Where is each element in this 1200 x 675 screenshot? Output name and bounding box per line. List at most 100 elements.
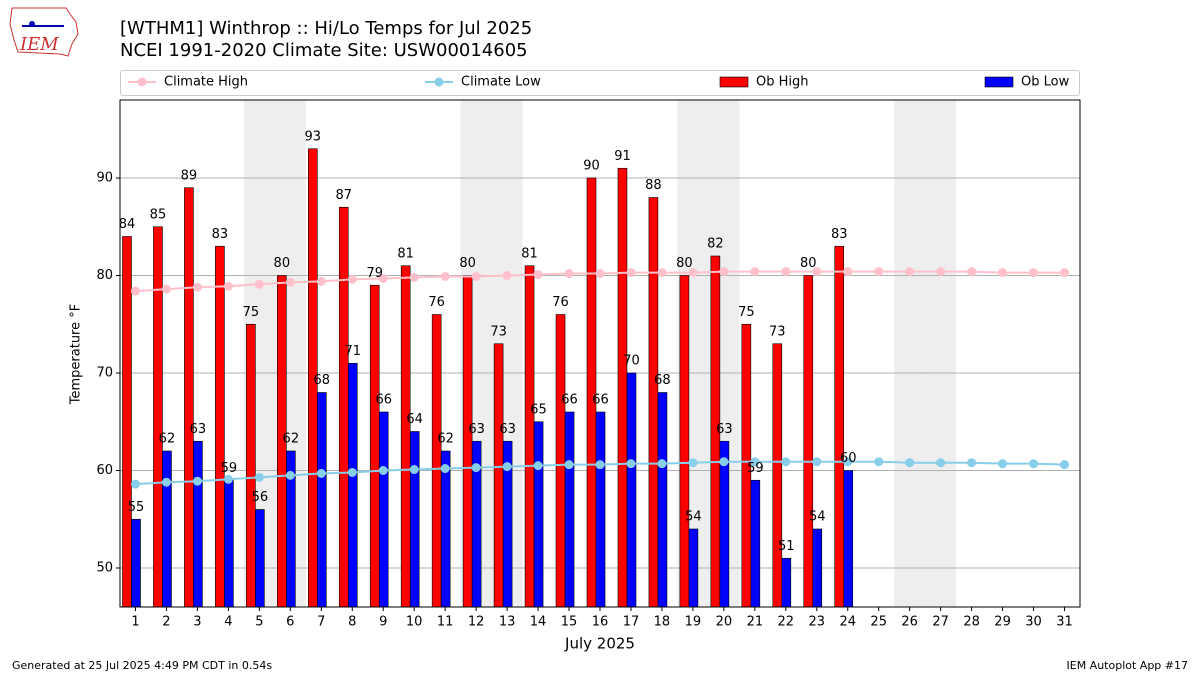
logo-text: IEM <box>19 34 59 55</box>
data-label: 63 <box>499 422 516 437</box>
y-tick-label: 50 <box>96 561 113 576</box>
data-label: 62 <box>437 432 454 447</box>
point <box>285 277 295 287</box>
bar <box>224 479 234 608</box>
point <box>316 276 326 286</box>
point <box>998 268 1008 278</box>
point <box>192 476 202 486</box>
data-label: 51 <box>778 539 795 554</box>
point <box>626 268 636 278</box>
x-tick-label: 18 <box>654 615 671 630</box>
bar <box>812 528 823 608</box>
data-label: 54 <box>685 510 702 525</box>
bar <box>246 323 256 608</box>
data-label: 63 <box>190 422 207 437</box>
data-label: 88 <box>645 178 662 193</box>
point <box>502 271 512 280</box>
point <box>874 457 884 467</box>
legend <box>120 70 1080 96</box>
data-label: 81 <box>521 246 538 261</box>
x-tick-label: 24 <box>839 615 856 630</box>
bar <box>657 392 668 608</box>
point <box>750 267 760 277</box>
chart-title: [WTHM1] Winthrop :: Hi/Lo Temps for Jul … <box>120 18 532 39</box>
point <box>409 465 419 475</box>
logo: IEM <box>9 7 79 57</box>
point <box>936 458 946 468</box>
x-tick-label: 11 <box>437 615 454 630</box>
point <box>719 457 729 467</box>
x-tick-label: 20 <box>716 615 733 630</box>
bar <box>524 265 535 608</box>
bar <box>781 557 792 608</box>
data-label: 73 <box>490 324 507 339</box>
x-tick-label: 29 <box>994 615 1011 630</box>
data-label: 83 <box>831 227 848 242</box>
data-label: 80 <box>274 256 291 271</box>
bar <box>617 167 628 608</box>
bar <box>184 187 194 608</box>
point <box>719 267 729 277</box>
point <box>688 458 698 468</box>
point <box>471 271 481 281</box>
point <box>781 457 791 467</box>
bar <box>679 275 690 608</box>
data-label: 76 <box>428 295 445 310</box>
x-tick-label: 5 <box>255 615 263 630</box>
point <box>564 269 574 279</box>
chart-subtitle: NCEI 1991-2020 Climate Site: USW00014605 <box>120 40 528 61</box>
bar <box>409 431 420 608</box>
data-label: 68 <box>314 373 331 388</box>
point <box>378 466 388 475</box>
point <box>130 479 140 489</box>
point <box>1029 268 1039 278</box>
legend-label: Ob Low <box>1021 75 1070 90</box>
x-tick-label: 16 <box>592 615 609 630</box>
point <box>1060 460 1070 470</box>
point <box>533 270 543 280</box>
point <box>936 267 946 277</box>
y-tick-label: 80 <box>96 268 113 283</box>
point <box>347 274 357 284</box>
point <box>161 284 171 294</box>
x-tick-label: 30 <box>1025 615 1042 630</box>
bar <box>215 245 225 608</box>
data-label: 55 <box>128 500 145 515</box>
x-tick-label: 8 <box>348 615 356 630</box>
x-tick-label: 1 <box>131 615 139 630</box>
point <box>843 267 853 277</box>
bar <box>347 362 358 608</box>
legend-label: Ob High <box>756 75 809 90</box>
data-label: 66 <box>375 393 392 408</box>
point <box>192 282 202 292</box>
bar <box>369 284 380 608</box>
point <box>471 463 481 473</box>
x-tick-label: 14 <box>530 615 547 630</box>
legend-marker <box>137 77 147 87</box>
x-tick-label: 12 <box>468 615 485 630</box>
data-label: 65 <box>530 402 547 417</box>
data-label: 75 <box>738 305 755 320</box>
point <box>595 460 605 470</box>
point <box>812 267 822 277</box>
weekend-shade <box>894 100 926 607</box>
x-tick-label: 13 <box>499 615 516 630</box>
data-label: 60 <box>840 451 857 466</box>
bar <box>193 440 203 608</box>
bar <box>440 450 451 608</box>
data-label: 80 <box>800 256 817 271</box>
data-label: 71 <box>344 344 361 359</box>
bar <box>338 206 349 608</box>
point <box>285 470 295 480</box>
y-tick-label: 60 <box>96 463 113 478</box>
data-label: 87 <box>335 188 352 203</box>
x-tick-label: 23 <box>809 615 826 630</box>
point <box>967 267 977 277</box>
x-tick-label: 21 <box>747 615 764 630</box>
x-tick-label: 3 <box>193 615 201 630</box>
x-tick-label: 9 <box>379 615 387 630</box>
data-label: 70 <box>623 354 640 369</box>
